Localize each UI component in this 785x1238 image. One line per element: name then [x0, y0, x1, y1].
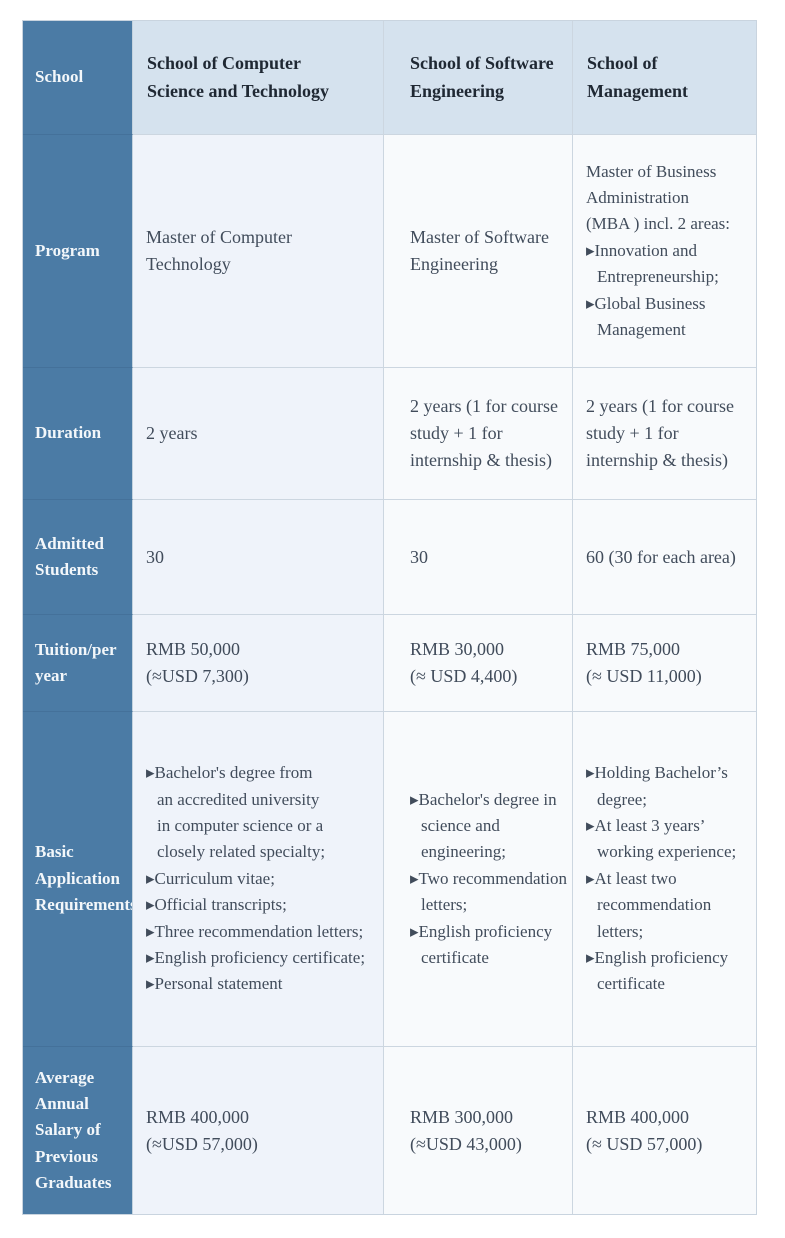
cell-program-management: Master of Business Administration (MBA )… — [573, 135, 756, 368]
requirement-item: ▸English proficiency certificate — [586, 947, 729, 994]
requirement-item: ▸At least 3 years’ working experience; — [586, 816, 737, 862]
requirement-item: ▸At least two recommendation letters; — [586, 868, 712, 941]
cell-admitted-software-engineering: 30 — [384, 500, 573, 615]
cell-salary-software-engineering: RMB 300,000 (≈USD 43,000) — [384, 1047, 573, 1214]
requirement-item: ▸English proficiency certificate; — [146, 947, 366, 967]
requirement-item: ▸English proficiency certificate — [410, 921, 553, 967]
requirement-item: ▸Curriculum vitae; — [146, 868, 275, 888]
corner-header-school: School — [23, 21, 133, 135]
cell-requirements-computer-science: ▸Bachelor's degree from an accredited un… — [133, 712, 384, 1047]
program-management-bullet: ▸Global Business Management — [586, 293, 706, 339]
requirement-item: ▸Bachelor's degree from an accredited un… — [146, 763, 326, 862]
col-header-software-engineering: School of Software Engineering — [384, 21, 573, 135]
cell-requirements-software-engineering: ▸Bachelor's degree in science and engine… — [384, 712, 573, 1047]
row-label-requirements: Basic Application Requirements — [23, 712, 133, 1047]
cell-admitted-management: 60 (30 for each area) — [573, 500, 756, 615]
row-label-program: Program — [23, 135, 133, 368]
col-header-computer-science: School of Computer Science and Technolog… — [133, 21, 384, 135]
cell-salary-computer-science: RMB 400,000 (≈USD 57,000) — [133, 1047, 384, 1214]
requirement-item: ▸Personal statement — [146, 974, 283, 994]
requirement-item: ▸Holding Bachelor’s degree; — [586, 763, 728, 809]
requirement-item: ▸Two recommendation letters; — [410, 868, 567, 915]
cell-duration-computer-science: 2 years — [133, 368, 384, 500]
row-label-salary: Average Annual Salary of Previous Gradua… — [23, 1047, 133, 1214]
cell-admitted-computer-science: 30 — [133, 500, 384, 615]
program-management-bullet: ▸Innovation and Entrepreneurship; — [586, 240, 719, 287]
program-management-intro: Master of Business Administration (MBA )… — [586, 161, 730, 234]
col-header-management: School of Management — [573, 21, 756, 135]
cell-tuition-management: RMB 75,000 (≈ USD 11,000) — [573, 615, 756, 712]
cell-program-computer-science: Master of Computer Technology — [133, 135, 384, 368]
cell-salary-management: RMB 400,000 (≈ USD 57,000) — [573, 1047, 756, 1214]
cell-requirements-management: ▸Holding Bachelor’s degree; ▸At least 3 … — [573, 712, 756, 1047]
cell-program-software-engineering: Master of Software Engineering — [384, 135, 573, 368]
cell-duration-software-engineering: 2 years (1 for course study + 1 for inte… — [384, 368, 573, 500]
cell-duration-management: 2 years (1 for course study + 1 for inte… — [573, 368, 756, 500]
row-label-tuition: Tuition/per year — [23, 615, 133, 712]
school-comparison-table: School School of Computer Science and Te… — [22, 20, 757, 1215]
row-label-duration: Duration — [23, 368, 133, 500]
cell-tuition-software-engineering: RMB 30,000 (≈ USD 4,400) — [384, 615, 573, 712]
cell-tuition-computer-science: RMB 50,000 (≈USD 7,300) — [133, 615, 384, 712]
row-label-admitted-students: Admitted Students — [23, 500, 133, 615]
requirement-item: ▸Bachelor's degree in science and engine… — [410, 789, 557, 862]
requirement-item: ▸Official transcripts; — [146, 895, 287, 915]
requirement-item: ▸Three recommendation letters; — [146, 921, 364, 941]
